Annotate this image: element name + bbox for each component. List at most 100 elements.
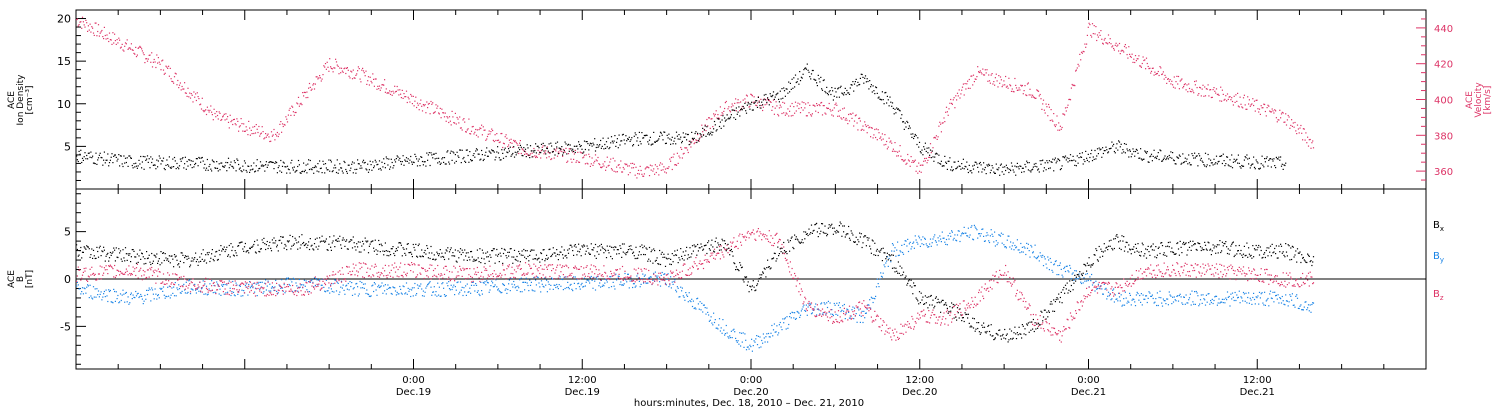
density-series-point bbox=[936, 153, 938, 155]
velocity-series-point bbox=[178, 87, 180, 89]
velocity-series-point bbox=[191, 94, 193, 96]
by-series-point bbox=[693, 307, 695, 310]
velocity-series-point bbox=[560, 148, 562, 150]
velocity-series-point bbox=[1070, 87, 1072, 89]
by-series-point bbox=[1067, 270, 1069, 272]
density-series-point bbox=[340, 167, 342, 169]
bz-series-point bbox=[290, 288, 292, 290]
velocity-series-point bbox=[964, 83, 966, 85]
by-series-point bbox=[336, 281, 338, 283]
by-series-point bbox=[556, 286, 559, 288]
density-series-point bbox=[124, 157, 127, 159]
density-series-point bbox=[203, 167, 205, 169]
velocity-series-point bbox=[185, 92, 187, 94]
density-series-point bbox=[1281, 163, 1283, 165]
velocity-series-point bbox=[432, 102, 434, 104]
density-series-point bbox=[1161, 160, 1163, 162]
density-series-point bbox=[340, 167, 343, 169]
by-series-point bbox=[433, 286, 435, 288]
by-series-point bbox=[883, 264, 885, 266]
by-series-point bbox=[1153, 302, 1155, 304]
density-series-point bbox=[755, 100, 757, 102]
velocity-series-point bbox=[1042, 99, 1045, 101]
by-series-point bbox=[220, 294, 222, 296]
velocity-series-point bbox=[984, 69, 986, 71]
bz-series-point bbox=[512, 273, 514, 275]
bz-series-point bbox=[469, 268, 471, 270]
velocity-series-point bbox=[841, 118, 843, 120]
density-series-point bbox=[459, 149, 462, 151]
by-series-point bbox=[806, 314, 808, 316]
velocity-series-point bbox=[1302, 128, 1304, 130]
by-series-point bbox=[681, 290, 683, 292]
density-series-point bbox=[457, 155, 459, 157]
by-series-point bbox=[348, 289, 350, 291]
density-series-point bbox=[371, 169, 373, 171]
velocity-series-point bbox=[1142, 56, 1144, 58]
density-series-point bbox=[881, 91, 883, 93]
density-series-point bbox=[225, 161, 227, 164]
density-series-point bbox=[307, 163, 309, 165]
bz-series-point bbox=[497, 275, 499, 277]
by-series-point bbox=[483, 282, 485, 284]
by-series-point bbox=[1041, 256, 1043, 258]
by-series-point bbox=[1299, 305, 1301, 307]
density-series-point bbox=[745, 110, 747, 112]
density-series-point bbox=[1036, 166, 1038, 168]
density-series-point bbox=[244, 162, 246, 164]
velocity-series-point bbox=[1109, 38, 1111, 40]
by-series-point bbox=[934, 234, 936, 236]
bz-series-point bbox=[443, 267, 445, 269]
density-series-point bbox=[642, 137, 644, 139]
velocity-series-point bbox=[377, 85, 379, 87]
density-series-point bbox=[1175, 163, 1177, 165]
density-series-point bbox=[1188, 162, 1191, 164]
by-series-point bbox=[249, 281, 251, 283]
velocity-series-point bbox=[200, 103, 202, 105]
density-series-point bbox=[114, 154, 116, 156]
velocity-series-point bbox=[135, 56, 138, 58]
by-series-point bbox=[1271, 297, 1273, 300]
density-series-point bbox=[805, 68, 807, 70]
by-series-point bbox=[398, 293, 400, 295]
density-series-point bbox=[92, 162, 95, 164]
velocity-series-point bbox=[734, 102, 736, 104]
velocity-series-point bbox=[718, 117, 720, 119]
velocity-series-point bbox=[1091, 36, 1093, 38]
velocity-series-point bbox=[789, 105, 791, 107]
density-series-point bbox=[122, 165, 124, 168]
density-series-point bbox=[978, 163, 980, 165]
bz-series-point bbox=[406, 272, 408, 274]
density-series-point bbox=[200, 157, 203, 159]
by-series-point bbox=[383, 285, 385, 287]
density-series-point bbox=[1121, 152, 1123, 154]
by-series-point bbox=[691, 298, 693, 300]
by-series-point bbox=[235, 282, 237, 284]
velocity-series-point bbox=[919, 164, 921, 166]
velocity-series-point bbox=[1079, 53, 1081, 55]
velocity-series-point bbox=[976, 76, 978, 78]
velocity-series-point bbox=[507, 146, 509, 148]
bz-series-point bbox=[130, 273, 132, 275]
by-series-point bbox=[105, 289, 107, 291]
density-series-point bbox=[93, 162, 95, 164]
bz-series-point bbox=[186, 279, 188, 281]
by-series-point bbox=[682, 295, 684, 297]
velocity-series-point bbox=[447, 117, 449, 119]
density-series-point bbox=[873, 90, 875, 92]
velocity-series-point bbox=[621, 171, 624, 173]
density-series-point bbox=[347, 164, 349, 166]
by-series-point bbox=[1232, 296, 1234, 298]
by-series-point bbox=[317, 284, 319, 286]
density-series-point bbox=[88, 152, 90, 154]
bz-series-point bbox=[317, 285, 319, 287]
by-series-point bbox=[346, 284, 348, 286]
by-series-point bbox=[735, 340, 737, 342]
bz-series-point bbox=[343, 279, 345, 281]
by-series-point bbox=[1117, 300, 1119, 302]
bz-series-point bbox=[78, 269, 80, 271]
density-series-point bbox=[1241, 164, 1243, 167]
bz-series-point bbox=[97, 273, 100, 275]
by-series-point bbox=[443, 287, 445, 289]
bz-series-point bbox=[273, 287, 275, 289]
